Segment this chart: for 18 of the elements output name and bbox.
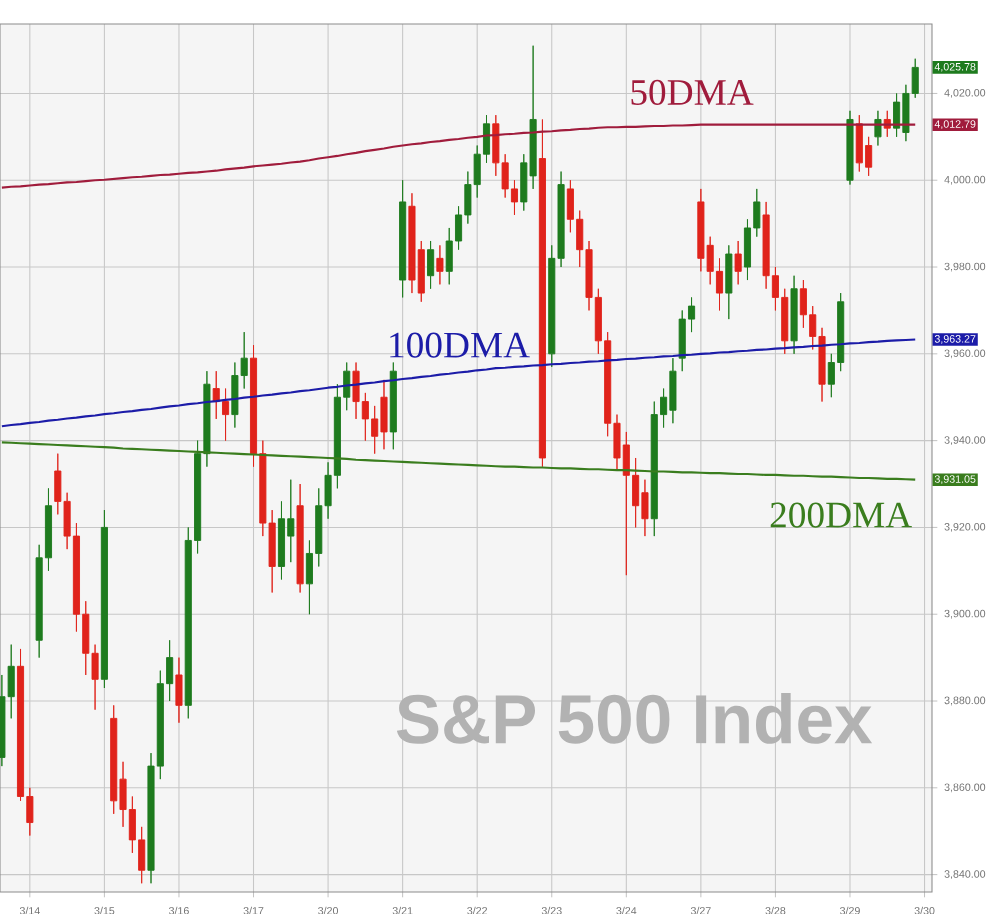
candlestick [296,483,304,593]
candlestick [725,244,733,320]
candlestick [222,388,230,442]
text: S&P 500 Index [396,692,873,744]
series-label: 50DMA [631,79,754,106]
candlestick [538,119,546,468]
candlestick [846,110,854,186]
candlestick [389,362,397,450]
candlestick [436,244,444,285]
candlestick [100,509,108,689]
series-label: 200DMA [770,502,912,528]
candlestick [175,657,183,724]
candlestick [790,275,798,355]
candlestick [427,240,435,290]
candlestick [399,179,407,298]
line-series [0,441,917,481]
series-label: 100DMA [390,332,530,358]
candlestick [734,240,742,285]
